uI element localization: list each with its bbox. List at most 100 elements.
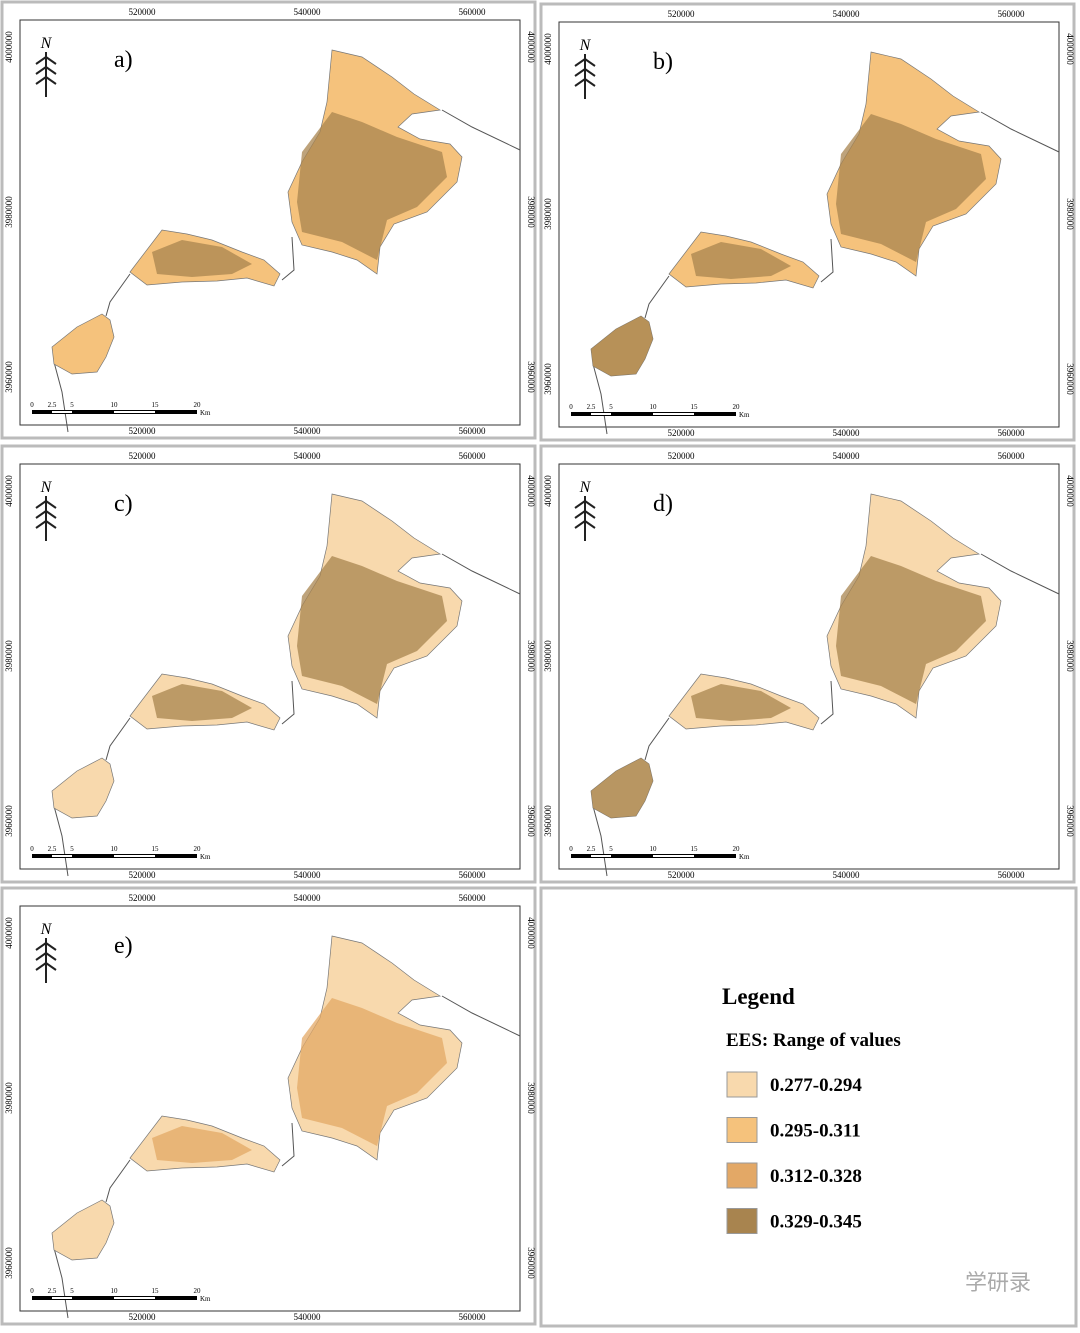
y-coord-label: 3960000 [543, 363, 553, 395]
class-zone [152, 684, 252, 721]
y-coord-label: 3980000 [4, 1082, 14, 1114]
x-coord-label: 520000 [668, 9, 696, 19]
north-arrow [35, 938, 57, 983]
scale-unit: Km [200, 1295, 211, 1303]
map-panel: 520000 520000 540000 540000 560000 560000 4000… [539, 2, 1076, 442]
x-coord-label: 540000 [833, 9, 861, 19]
boundary-line [53, 995, 521, 1319]
north-arrow [35, 496, 57, 541]
x-coord-label: 560000 [459, 426, 487, 436]
x-coord-label: 560000 [998, 451, 1026, 461]
x-coord-label: 540000 [294, 1312, 322, 1322]
scale-bar [52, 855, 72, 857]
scale-label: 10 [111, 1287, 119, 1295]
panel-label: e) [114, 933, 133, 959]
map-panel: 520000 520000 540000 540000 560000 560000 4000… [0, 0, 537, 440]
scale-label: 2.5 [48, 845, 57, 853]
scale-unit: Km [739, 853, 750, 861]
panel-label: d) [653, 491, 673, 517]
legend-title: Legend [722, 984, 795, 1009]
y-coord-label: 3980000 [4, 196, 14, 228]
scale-label: 20 [733, 403, 741, 411]
legend-label: 0.295-0.311 [770, 1121, 861, 1142]
y-coord-label: 3980000 [526, 196, 536, 228]
y-coord-label: 4000000 [526, 917, 536, 949]
y-coord-label: 3960000 [526, 1247, 536, 1279]
scale-label: 10 [111, 401, 119, 409]
y-coord-label: 3960000 [526, 361, 536, 393]
scale-label: 20 [194, 401, 202, 409]
x-coord-label: 540000 [833, 428, 861, 438]
scale-label: 2.5 [48, 1287, 57, 1295]
x-coord-label: 520000 [129, 870, 157, 880]
map-frame [19, 463, 521, 870]
scale-label: 2.5 [48, 401, 57, 409]
scale-label: 20 [194, 1287, 202, 1295]
x-coord-label: 560000 [998, 870, 1026, 880]
y-coord-label: 3980000 [1065, 640, 1075, 672]
class-zone [836, 114, 986, 262]
study-area [51, 313, 115, 375]
x-coord-label: 520000 [129, 451, 157, 461]
x-coord-label: 520000 [668, 428, 696, 438]
scale-label: 15 [691, 403, 699, 411]
scale-label: 5 [70, 401, 74, 409]
north-arrow [574, 54, 596, 99]
north-arrow-label: N [40, 921, 53, 938]
y-coord-label: 4000000 [1065, 33, 1075, 65]
scale-label: 0 [30, 845, 34, 853]
x-coord-label: 520000 [668, 870, 696, 880]
y-coord-label: 4000000 [526, 475, 536, 507]
y-coord-label: 4000000 [543, 475, 553, 507]
map-panel: 520000 520000 540000 540000 560000 560000 4000… [0, 444, 537, 884]
y-coord-label: 4000000 [526, 31, 536, 63]
scale-unit: Km [739, 411, 750, 419]
y-coord-label: 3960000 [1065, 363, 1075, 395]
x-coord-label: 560000 [459, 1312, 487, 1322]
x-coord-label: 520000 [129, 7, 157, 17]
scale-bar [52, 1297, 72, 1299]
y-coord-label: 3980000 [1065, 198, 1075, 230]
study-area [51, 757, 115, 819]
x-coord-label: 560000 [459, 451, 487, 461]
y-coord-label: 3980000 [4, 640, 14, 672]
scale-label: 10 [650, 403, 658, 411]
legend-label: 0.312-0.328 [770, 1166, 862, 1187]
class-zone [836, 556, 986, 704]
north-arrow [35, 52, 57, 97]
scale-label: 5 [70, 845, 74, 853]
x-coord-label: 560000 [459, 870, 487, 880]
y-coord-label: 3980000 [526, 640, 536, 672]
legend-swatch [726, 1162, 758, 1189]
y-coord-label: 3960000 [4, 1247, 14, 1279]
x-coord-label: 520000 [129, 893, 157, 903]
legend-swatch [726, 1117, 758, 1143]
y-coord-label: 3960000 [4, 361, 14, 393]
legend-panel [539, 886, 1078, 1328]
map-panel: 520000 520000 540000 540000 560000 560000 4000… [539, 444, 1076, 884]
panel-label: c) [114, 491, 133, 517]
panel-label: a) [114, 47, 133, 73]
class-zone [152, 1126, 252, 1163]
y-coord-label: 4000000 [4, 917, 14, 949]
scale-unit: Km [200, 853, 211, 861]
y-coord-label: 3980000 [543, 640, 553, 672]
scale-label: 20 [733, 845, 741, 853]
scale-label: 5 [70, 1287, 74, 1295]
class-zone [152, 240, 252, 277]
x-coord-label: 540000 [294, 870, 322, 880]
x-coord-label: 520000 [129, 426, 157, 436]
study-area [51, 1199, 115, 1261]
scale-label: 10 [650, 845, 658, 853]
scale-label: 10 [111, 845, 119, 853]
scale-label: 0 [30, 401, 34, 409]
map-panel: 520000 520000 540000 540000 560000 560000 4000… [0, 886, 537, 1326]
class-zone [297, 998, 447, 1146]
y-coord-label: 4000000 [4, 475, 14, 507]
x-coord-label: 560000 [459, 893, 487, 903]
scale-label: 15 [152, 401, 160, 409]
x-coord-label: 520000 [129, 1312, 157, 1322]
boundary-line [53, 553, 521, 877]
legend-label: 0.277-0.294 [770, 1075, 862, 1096]
